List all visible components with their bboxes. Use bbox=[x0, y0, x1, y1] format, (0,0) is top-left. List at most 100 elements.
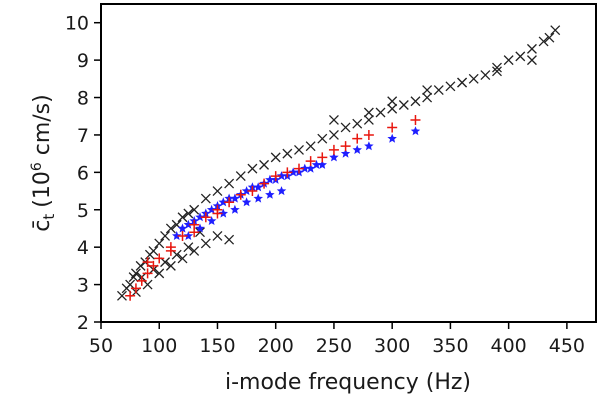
black-x-point bbox=[165, 260, 176, 271]
red-plus-point bbox=[235, 189, 246, 200]
black-x-point bbox=[183, 208, 194, 219]
y-tick-label: 7 bbox=[77, 125, 89, 147]
red-plus-point bbox=[294, 163, 304, 174]
blue-star-point bbox=[183, 231, 194, 240]
x-tick-label: 100 bbox=[141, 335, 177, 357]
blue-star-point bbox=[241, 197, 252, 207]
black-x-point bbox=[177, 253, 188, 264]
black-x-point bbox=[422, 85, 433, 96]
black-x-point bbox=[526, 43, 537, 54]
black-x-point bbox=[189, 204, 200, 215]
blue-star-point bbox=[340, 148, 351, 158]
x-axis-ticks: 50 100 150 200 250 300 350 400 450 bbox=[89, 322, 585, 357]
x-axis-label: i-mode frequency (Hz) bbox=[225, 370, 471, 395]
black-x-point bbox=[165, 223, 176, 234]
red-plus-point bbox=[305, 156, 316, 167]
blue-star-point bbox=[387, 133, 397, 143]
black-x-point bbox=[183, 242, 194, 253]
black-x-point bbox=[224, 234, 235, 245]
red-plus-point bbox=[282, 167, 293, 178]
black-x-point bbox=[410, 96, 421, 107]
blue-star-point bbox=[317, 159, 327, 169]
y-axis-label: c̄t (106 cm/s) bbox=[29, 94, 58, 231]
blue-star-point bbox=[265, 174, 275, 184]
y-tick-label: 6 bbox=[77, 162, 89, 184]
black-x-point bbox=[375, 107, 386, 118]
red-plus-point bbox=[270, 171, 281, 182]
blue-star-point bbox=[241, 186, 252, 196]
black-x-point bbox=[363, 107, 374, 118]
red-plus-point bbox=[224, 197, 235, 208]
black-x-point bbox=[387, 103, 398, 114]
black-x-point bbox=[195, 227, 205, 238]
y-axis-label-exponent: 6 bbox=[29, 162, 45, 171]
red-plus-point bbox=[130, 283, 141, 294]
blue-star-point bbox=[410, 126, 421, 136]
y-tick-label: 4 bbox=[77, 237, 89, 259]
black-x-point bbox=[328, 129, 339, 140]
red-plus-point bbox=[363, 129, 374, 140]
black-x-point bbox=[305, 141, 316, 152]
black-x-point bbox=[224, 178, 235, 189]
blue-star-point bbox=[177, 223, 188, 233]
black-x-point bbox=[294, 144, 304, 155]
black-x-point bbox=[480, 70, 491, 81]
red-plus-point bbox=[142, 257, 153, 268]
black-x-point bbox=[212, 230, 223, 241]
black-x-point bbox=[422, 92, 433, 103]
black-x-point bbox=[492, 66, 502, 77]
red-plus-point bbox=[340, 141, 351, 152]
black-x-point bbox=[457, 77, 468, 88]
black-x-point bbox=[515, 51, 526, 62]
black-x-point bbox=[189, 245, 200, 256]
blue-star-point bbox=[300, 163, 310, 173]
black-x-point bbox=[200, 193, 211, 204]
plot-frame bbox=[100, 3, 597, 323]
blue-star-point bbox=[276, 171, 287, 181]
black-x-point bbox=[259, 159, 270, 170]
blue-star-point bbox=[183, 219, 194, 229]
x-tick-label: 400 bbox=[491, 335, 527, 357]
blue-star-point bbox=[195, 212, 205, 222]
y-axis-label-open: (10 bbox=[30, 171, 55, 208]
red-plus-point bbox=[247, 186, 258, 197]
black-x-point bbox=[317, 133, 328, 144]
red-plus-point bbox=[212, 208, 223, 219]
x-tick-label: 50 bbox=[89, 335, 113, 357]
blue-star-point bbox=[352, 144, 362, 154]
black-x-point bbox=[177, 212, 188, 223]
black-x-point bbox=[160, 230, 171, 241]
blue-star-point bbox=[218, 208, 228, 218]
blue-star-point bbox=[253, 182, 263, 192]
red-plus-point bbox=[387, 122, 398, 133]
y-tick-label: 3 bbox=[77, 275, 89, 297]
blue-star-point bbox=[329, 152, 339, 162]
x-tick-label: 350 bbox=[432, 335, 468, 357]
y-tick-label: 5 bbox=[77, 200, 89, 222]
red-plus-point bbox=[148, 260, 159, 271]
red-plus-point bbox=[142, 268, 153, 279]
y-tick-label: 8 bbox=[77, 88, 89, 110]
blue-star-point bbox=[288, 167, 298, 177]
red-plus-point bbox=[154, 253, 165, 264]
y-tick-label: 10 bbox=[65, 13, 89, 35]
x-tick-label: 450 bbox=[549, 335, 585, 357]
red-plus-point bbox=[317, 152, 328, 163]
red-plus-point bbox=[136, 275, 147, 286]
blue-star-point bbox=[206, 216, 217, 225]
black-x-point bbox=[148, 245, 159, 256]
blue-star-point bbox=[364, 141, 374, 151]
black-x-point bbox=[154, 268, 165, 279]
x-tick-label: 200 bbox=[258, 335, 294, 357]
y-tick-label: 9 bbox=[77, 50, 89, 72]
blue-star-point bbox=[206, 204, 217, 214]
black-x-point bbox=[526, 55, 537, 66]
black-x-point bbox=[433, 85, 444, 96]
black-x-point bbox=[212, 186, 223, 197]
black-x-point bbox=[117, 290, 127, 301]
black-x-point bbox=[235, 171, 246, 182]
black-x-point bbox=[445, 81, 456, 92]
black-x-point bbox=[270, 152, 281, 163]
blue-star-point bbox=[253, 193, 263, 203]
